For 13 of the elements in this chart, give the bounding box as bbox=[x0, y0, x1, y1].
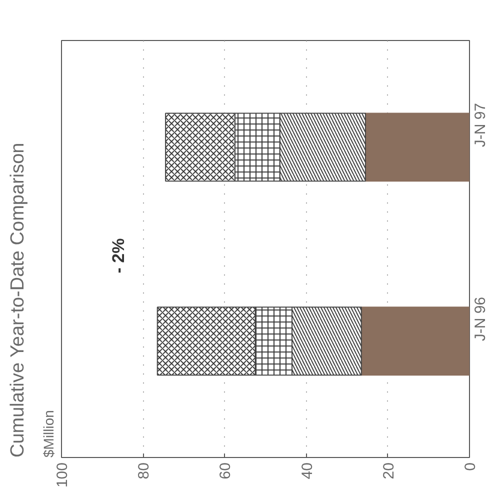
bar bbox=[364, 112, 470, 182]
x-tick-label: 60 bbox=[217, 462, 234, 480]
text: Cumulative Year-to-Date Comparison bbox=[8, 142, 28, 458]
bar bbox=[360, 306, 470, 376]
x-tick-label: 0 bbox=[462, 462, 479, 471]
text: $Million bbox=[40, 410, 56, 458]
x-tick-label: 100 bbox=[54, 462, 71, 488]
y-tick-label: J-N 96 bbox=[472, 296, 489, 342]
x-tick-label: 80 bbox=[136, 462, 153, 480]
annotation: - 2% bbox=[109, 238, 128, 274]
x-tick-label: 40 bbox=[298, 462, 316, 480]
x-tick-label: 20 bbox=[380, 462, 398, 480]
y-tick-label: J-N 97 bbox=[472, 102, 489, 148]
